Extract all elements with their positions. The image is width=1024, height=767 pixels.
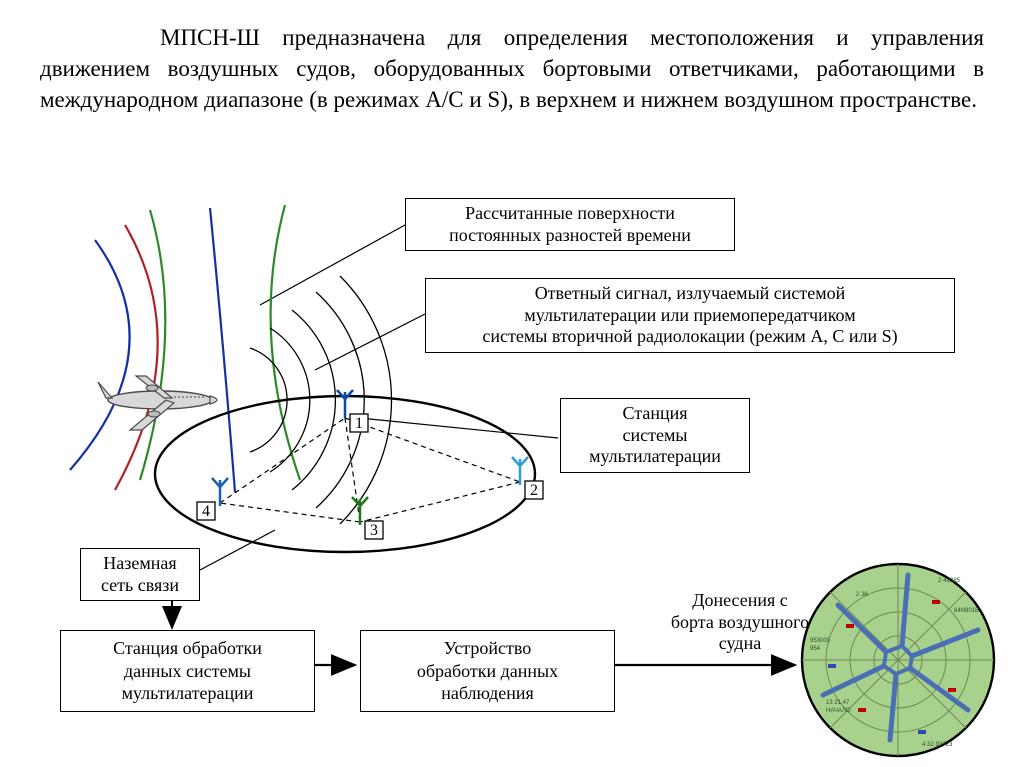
antenna-4: 4 xyxy=(197,478,228,520)
ground-links xyxy=(220,418,520,522)
flow-box-processing-station: Станция обработкиданных системымультилат… xyxy=(60,630,315,712)
hyperbola-green xyxy=(140,205,300,480)
reports-label: Донесения сборта воздушногосудна xyxy=(640,590,840,655)
hyperbola-blue xyxy=(70,208,235,492)
svg-text:4 32·93723: 4 32·93723 xyxy=(922,742,953,748)
antenna-num-3: 3 xyxy=(370,522,378,539)
svg-text:2·36: 2·36 xyxy=(856,592,869,598)
label-surfaces: Рассчитанные поверхностипостоянных разно… xyxy=(405,198,735,251)
leader-surfaces xyxy=(260,225,405,305)
leader-reply xyxy=(315,314,425,370)
svg-text:НАЧАЛО: НАЧАЛО xyxy=(826,708,851,714)
label-ground-network: Наземнаясеть связи xyxy=(80,548,200,601)
antenna-num-4: 4 xyxy=(202,503,210,520)
label-station: Станциясистемымультилатерации xyxy=(560,398,750,473)
leader-ground xyxy=(200,530,275,570)
antenna-2: 2 xyxy=(512,457,543,499)
aircraft-icon xyxy=(98,376,217,430)
svg-text:84N901B: 84N901B xyxy=(954,608,979,614)
svg-text:2·42385: 2·42385 xyxy=(938,578,961,584)
flow-box-surveillance-device: Устройствообработки данныхнаблюдения xyxy=(360,630,615,712)
svg-text:13 21.47: 13 21.47 xyxy=(826,700,850,706)
hyperbola-red xyxy=(115,225,158,490)
antenna-num-2: 2 xyxy=(530,482,538,499)
label-reply-signal: Ответный сигнал, излучаемый системоймуль… xyxy=(425,278,955,353)
antenna-num-1: 1 xyxy=(355,415,363,432)
